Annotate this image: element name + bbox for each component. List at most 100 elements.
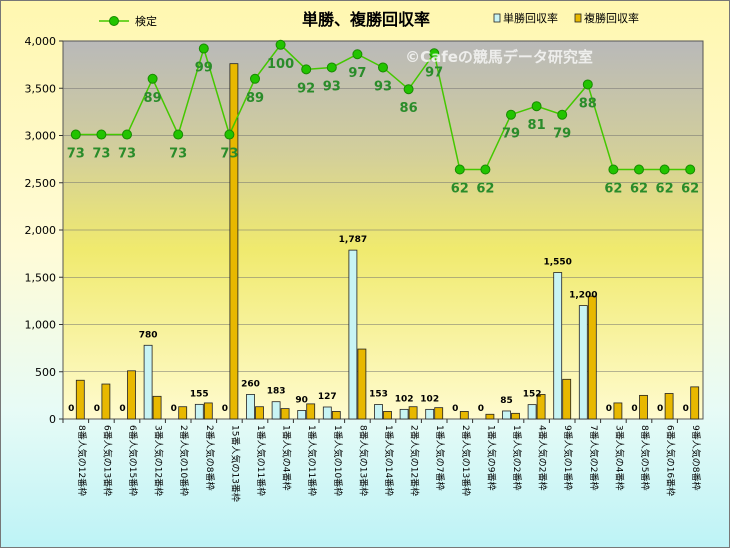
bar-series: 0 0 0 780 0 155 0 260 183 90 127 1,787 153 102 102 0 0 85…: [68, 63, 700, 420]
y-tick-label: 3,000: [25, 130, 57, 143]
win-rate-data-label: 1,787: [339, 235, 367, 245]
bar-place-rate: [485, 413, 495, 420]
bar-place-rate: [664, 393, 674, 420]
win-rate-data-label: 183: [267, 387, 286, 397]
win-rate-data-label: 0: [222, 404, 228, 414]
bar-win-rate: [348, 249, 358, 420]
bar-win-rate: [374, 404, 383, 420]
x-tick-label: 15番人気の13番枠: [229, 425, 241, 502]
x-tick-label: 6番人気の13番枠: [101, 425, 113, 496]
line-marker: [326, 62, 337, 73]
x-tick-label: 6番人気の15番枠: [127, 425, 139, 496]
win-rate-data-label: 0: [631, 404, 637, 414]
win-rate-data-label: 0: [452, 404, 458, 414]
line-data-label: 73: [67, 147, 85, 162]
line-marker: [224, 129, 235, 140]
bar-place-rate: [331, 411, 341, 420]
line-marker: [301, 64, 312, 75]
bar-place-rate: [536, 394, 546, 420]
bar-place-rate: [408, 406, 418, 420]
y-tick-label: 1,000: [25, 319, 57, 332]
line-data-label: 89: [144, 91, 162, 106]
win-rate-data-label: 85: [500, 396, 513, 406]
x-tick-label: 6番人気の16番枠: [665, 425, 677, 496]
line-data-label: 81: [528, 118, 546, 133]
bar-place-rate: [511, 412, 520, 420]
bar-place-rate: [357, 348, 367, 420]
bar-win-rate: [246, 394, 255, 420]
win-rate-data-label: 0: [657, 404, 663, 414]
x-tick-label: 9番人気の8番枠: [690, 425, 702, 490]
line-data-label: 79: [502, 127, 520, 142]
win-rate-data-label: 1,550: [543, 258, 571, 268]
line-data-label: 97: [425, 65, 443, 80]
bar-place-rate: [587, 295, 597, 420]
line-data-label: 100: [267, 57, 294, 72]
x-tick-label: 3番人気の12番枠: [153, 425, 165, 496]
win-rate-data-label: 0: [478, 404, 484, 414]
line-marker: [608, 164, 619, 175]
line-data-label: 62: [604, 182, 622, 197]
bar-win-rate: [578, 305, 588, 420]
line-data-label: 86: [400, 101, 418, 116]
win-rate-data-label: 102: [395, 394, 414, 404]
line-marker: [506, 109, 516, 120]
x-tick-label: 1番人気の9番枠: [485, 425, 497, 490]
bar-place-rate: [75, 379, 85, 420]
x-tick-label: 1番人気の11番枠: [255, 425, 267, 496]
win-rate-data-label: 0: [94, 404, 100, 414]
win-rate-data-label: 0: [606, 404, 612, 414]
line-marker: [378, 62, 388, 73]
bar-place-rate: [152, 395, 162, 420]
line-data-label: 62: [630, 182, 648, 197]
win-rate-data-label: 90: [295, 395, 308, 405]
x-tick-label: 7番人気の2番枠: [588, 425, 600, 490]
y-tick-label: 4,000: [25, 35, 57, 48]
legend-label-test: 検定: [135, 14, 157, 28]
bar-place-rate: [229, 63, 239, 420]
bar-win-rate: [399, 408, 409, 420]
line-marker: [429, 48, 440, 59]
line-marker: [531, 101, 542, 112]
line-marker: [96, 129, 107, 140]
line-data-label: 62: [451, 182, 469, 197]
bar-win-rate: [143, 344, 153, 420]
bar-place-rate: [562, 378, 572, 420]
x-tick-label: 1番人気の14番枠: [383, 425, 395, 496]
win-rate-data-label: 102: [420, 394, 439, 404]
win-rate-data-label: 260: [241, 379, 260, 389]
bar-place-rate: [690, 386, 700, 420]
win-rate-data-label: 127: [318, 392, 337, 402]
bar-win-rate: [527, 404, 537, 420]
bar-place-rate: [101, 383, 111, 420]
line-data-label: 79: [553, 127, 571, 142]
line-data-label: 88: [579, 96, 597, 111]
win-rate-data-label: 0: [119, 404, 125, 414]
bar-place-rate: [459, 411, 469, 420]
legend: 検定 単勝回収率 複勝回収率: [99, 11, 639, 28]
bar-place-rate: [434, 407, 444, 420]
x-tick-label: 1番人気の4番枠: [281, 425, 293, 490]
x-tick-label: 8番人気の13番枠: [357, 425, 369, 496]
win-rate-data-label: 155: [190, 389, 209, 399]
win-rate-data-label: 1,200: [569, 291, 597, 301]
line-marker: [685, 164, 696, 175]
chart-title: 単勝、複勝回収率: [302, 10, 430, 29]
bar-place-rate: [255, 406, 264, 420]
x-tick-label: 3番人気の4番枠: [613, 425, 625, 490]
line-marker: [70, 129, 81, 140]
x-tick-label: 2番人気の12番枠: [409, 425, 421, 496]
line-marker: [198, 43, 209, 54]
line-data-label: 62: [476, 182, 494, 197]
bar-place-rate: [383, 411, 392, 420]
x-tick-label: 9番人気の1番枠: [562, 425, 574, 490]
watermark-text: ©Cafeの競馬データ研究室: [405, 48, 593, 66]
line-data-label: 99: [195, 61, 213, 76]
x-tick-label: 2番人気の13番枠: [460, 425, 472, 496]
bar-win-rate: [322, 406, 332, 420]
x-tick-label: 1番人気の11番枠: [306, 425, 318, 496]
line-data-label: 89: [246, 91, 264, 106]
